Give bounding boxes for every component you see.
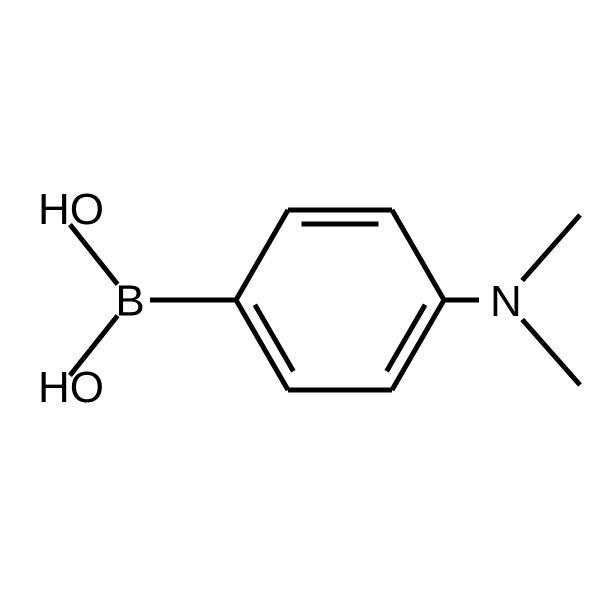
bond (522, 319, 580, 385)
atom-label-oh2: HO (38, 363, 104, 412)
bond (522, 215, 580, 281)
bond (392, 210, 444, 300)
bond (236, 210, 288, 300)
molecule-diagram: BHO HO N (0, 0, 600, 600)
atom-label-oh1: HO (38, 185, 104, 234)
atom-label-n: N (490, 277, 522, 326)
atom-label-b: B (115, 276, 144, 325)
